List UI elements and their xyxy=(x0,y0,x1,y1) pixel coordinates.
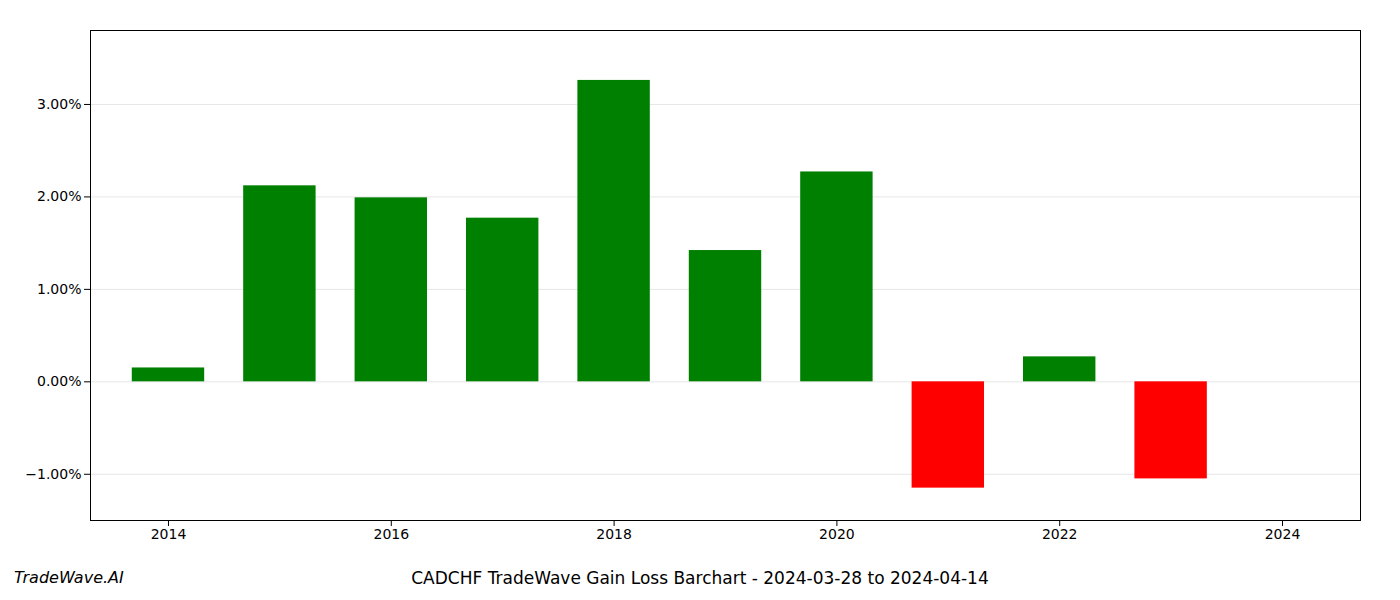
svg-text:2.00%: 2.00% xyxy=(37,188,81,204)
html-text:TradeWave.AI: TradeWave.AI xyxy=(14,568,124,587)
svg-text:2018: 2018 xyxy=(596,526,632,542)
svg-text:2024: 2024 xyxy=(1265,526,1301,542)
svg-text:0.00%: 0.00% xyxy=(37,373,81,389)
svg-text:1.00%: 1.00% xyxy=(37,281,81,297)
svg-text:2022: 2022 xyxy=(1042,526,1078,542)
html-text:CADCHF TradeWave Gain Loss Bar: CADCHF TradeWave Gain Loss Barchart - 20… xyxy=(411,568,989,588)
svg-text:2016: 2016 xyxy=(373,526,409,542)
svg-text:3.00%: 3.00% xyxy=(37,96,81,112)
svg-text:2014: 2014 xyxy=(151,526,187,542)
svg-text:2020: 2020 xyxy=(819,526,855,542)
svg-text:−1.00%: −1.00% xyxy=(25,466,81,482)
